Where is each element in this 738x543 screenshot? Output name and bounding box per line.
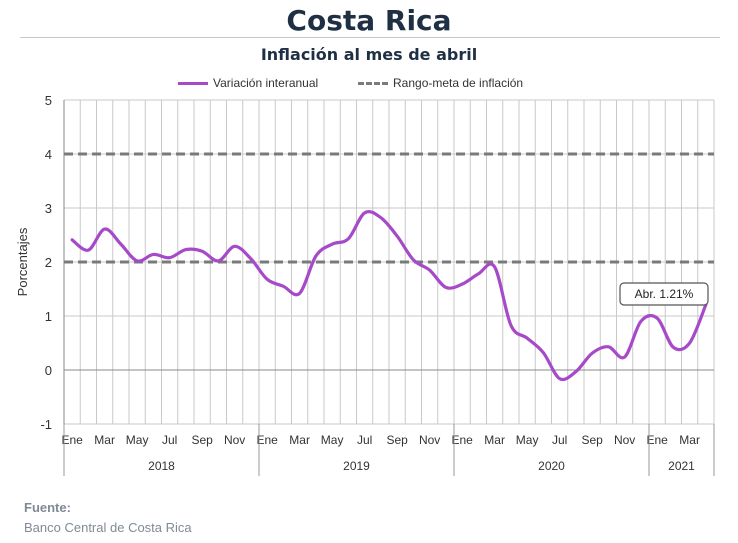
legend-item-series: Variación interanual [178,76,318,90]
y-axis-label: Porcentajes [15,227,30,296]
x-tick-label: Jul [162,433,177,447]
y-tick-label: 3 [45,201,52,216]
title-divider [20,37,720,38]
y-tick-label: -1 [40,417,52,432]
y-tick-label: 1 [45,309,52,324]
annotation-box [619,282,709,306]
x-tick-label: Ene [451,433,473,447]
legend-label-series: Variación interanual [213,76,319,90]
year-label: 2018 [148,459,175,473]
y-tick-label: 4 [45,147,52,162]
legend-swatch-target [358,81,388,85]
x-tick-label: Mar [679,433,700,447]
x-tick-label: Nov [224,433,245,447]
x-tick-label: Nov [614,433,635,447]
legend-swatch-series [178,81,208,85]
x-tick-label: Sep [581,433,603,447]
x-tick-label: Jul [357,433,372,447]
x-tick-label: Jul [552,433,567,447]
source-heading: Fuente: [24,500,71,515]
annotation-label: Abr. 1.21% [635,287,694,301]
x-tick-label: Mar [94,433,115,447]
x-tick-label: Ene [646,433,668,447]
x-tick-label: May [126,433,149,447]
x-tick-label: May [321,433,344,447]
chart-title: Costa Rica [286,4,452,37]
x-tick-label: Mar [484,433,505,447]
legend-label-target: Rango-meta de inflación [393,76,524,90]
x-tick-label: May [516,433,539,447]
year-label: 2020 [538,459,565,473]
year-label: 2021 [668,459,695,473]
x-tick-label: Sep [191,433,213,447]
legend-item-target: Rango-meta de inflación [358,76,523,90]
x-tick-label: Mar [289,433,310,447]
chart-subtitle: Inflación al mes de abril [260,45,478,64]
year-label: 2019 [343,459,370,473]
y-tick-label: 5 [45,93,52,108]
y-tick-label: 2 [45,255,52,270]
y-tick-label: 0 [45,363,52,378]
x-tick-label: Nov [419,433,440,447]
source-text: Banco Central de Costa Rica [24,520,192,535]
series-line-variacion-interanual [70,210,708,382]
x-tick-label: Ene [61,433,83,447]
x-tick-label: Sep [386,433,408,447]
x-tick-label: Ene [256,433,278,447]
